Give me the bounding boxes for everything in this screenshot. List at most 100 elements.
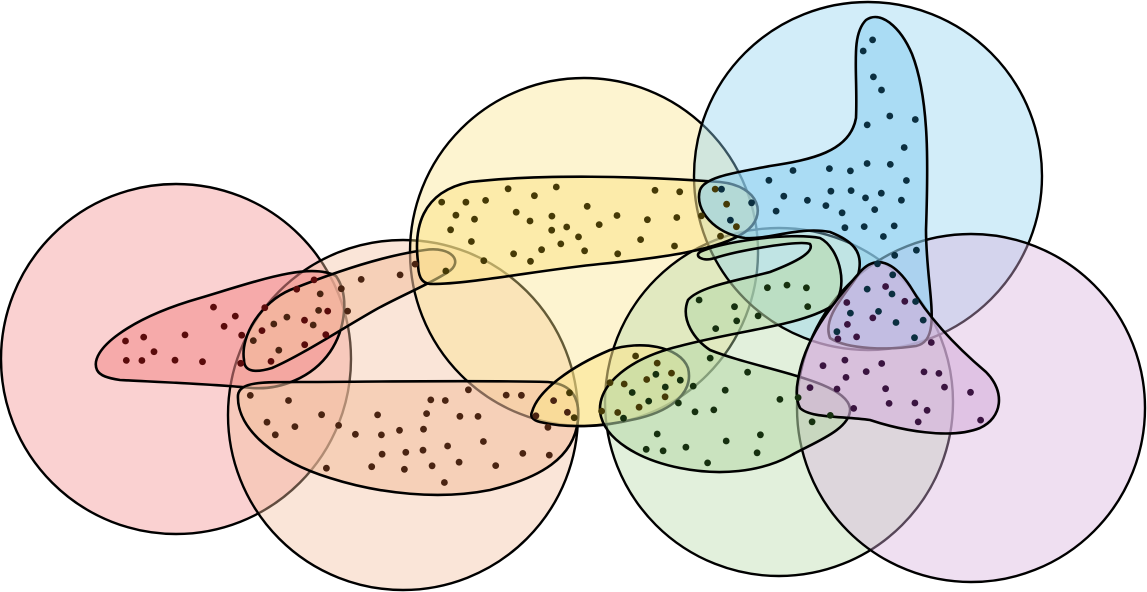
blue-cluster-point — [841, 224, 849, 232]
red-cluster-point — [210, 303, 217, 311]
peach-cluster-lower-point — [502, 391, 510, 399]
purple-cluster-point — [843, 299, 851, 306]
peach-cluster-upper-point — [275, 346, 283, 354]
blue-cluster-point — [772, 207, 780, 215]
yellow-cluster-upper-point — [538, 246, 545, 254]
yellow-cluster-upper-point — [563, 223, 571, 231]
blue-cluster-point — [748, 199, 755, 207]
green-cluster-point — [682, 443, 690, 451]
peach-cluster-upper-point — [316, 290, 324, 298]
green-cluster-point — [691, 408, 699, 416]
green-cluster-point — [754, 312, 762, 320]
green-cluster-point — [695, 296, 703, 304]
green-cluster-point — [706, 354, 714, 362]
blue-cluster-point — [838, 209, 846, 217]
purple-cluster-point — [869, 314, 877, 322]
purple-cluster-point — [967, 388, 974, 396]
peach-cluster-upper-point — [337, 285, 345, 293]
green-cluster-point — [721, 386, 729, 394]
yellow-cluster-lower-point — [606, 379, 614, 387]
yellow-cluster-upper-point — [671, 242, 678, 250]
peach-cluster-lower-point — [441, 397, 449, 404]
green-cluster-point — [645, 397, 653, 405]
red-cluster-point — [199, 358, 206, 366]
peach-cluster-lower-point — [401, 465, 408, 473]
red-cluster-point — [258, 327, 266, 334]
yellow-cluster-lower-point — [632, 352, 639, 360]
yellow-cluster-upper-point — [717, 232, 724, 240]
red-cluster-point — [231, 312, 239, 320]
red-cluster-point — [171, 356, 179, 364]
yellow-cluster-lower-point — [668, 369, 675, 377]
blue-cluster-point — [789, 167, 797, 174]
peach-cluster-lower-point — [564, 408, 571, 416]
green-cluster-point — [659, 447, 667, 455]
blue-cluster-point — [822, 202, 830, 210]
purple-cluster-point — [819, 362, 827, 370]
data-points-layer — [122, 36, 984, 486]
yellow-cluster-upper-point — [673, 214, 681, 221]
red-cluster-point — [122, 357, 130, 364]
yellow-cluster-upper-point — [482, 197, 489, 204]
purple-cluster-point — [901, 297, 909, 305]
peach-cluster-upper-point — [309, 321, 317, 329]
blue-cluster-point — [863, 285, 871, 293]
blue-cluster-point — [890, 222, 898, 230]
yellow-cluster-upper-point — [733, 223, 740, 231]
green-cluster-point — [826, 412, 834, 419]
blue-cluster-point — [870, 73, 877, 81]
blue-cluster-point — [869, 36, 876, 44]
blue-cluster-point — [911, 334, 918, 342]
peach-cluster-lower-point — [550, 397, 557, 404]
blue-cluster-point — [913, 246, 920, 254]
peach-cluster-lower-point — [291, 423, 299, 430]
blue-cluster-point — [804, 196, 811, 204]
blue-cluster-point — [718, 185, 725, 193]
green-cluster-point — [642, 445, 650, 453]
yellow-cluster-lower-point — [620, 380, 628, 388]
yellow-cluster-upper-point — [504, 185, 512, 193]
yellow-cluster-upper-point — [613, 212, 621, 219]
yellow-cluster-upper-point — [471, 215, 478, 223]
peach-cluster-upper-point — [283, 313, 291, 321]
blue-cluster-point — [880, 233, 887, 240]
yellow-cluster-upper-point — [651, 186, 659, 194]
green-cluster-point — [676, 376, 684, 384]
green-cluster-point — [710, 406, 718, 414]
yellow-cluster-upper-point — [644, 216, 651, 224]
green-cluster-point — [744, 368, 751, 376]
blue-cluster-point — [863, 160, 871, 167]
purple-cluster-point — [882, 385, 889, 393]
green-cluster-point — [628, 389, 636, 396]
peach-cluster-lower-point — [285, 397, 292, 404]
red-cluster-point — [267, 358, 275, 365]
peach-cluster-lower-point — [352, 430, 359, 438]
peach-cluster-lower-point — [441, 479, 448, 486]
green-cluster-point — [652, 370, 660, 378]
red-cluster-point — [238, 331, 246, 339]
green-cluster-point — [764, 284, 771, 292]
purple-cluster-point — [853, 333, 860, 341]
purple-cluster-point — [850, 405, 858, 412]
yellow-cluster-upper-point — [480, 257, 488, 265]
blue-cluster-point — [765, 176, 773, 184]
green-cluster-point — [661, 383, 669, 391]
purple-cluster-point — [834, 335, 842, 343]
yellow-cluster-lower-point — [653, 359, 661, 367]
red-cluster-point — [237, 359, 245, 367]
blue-cluster-point — [863, 121, 871, 129]
red-cluster-point — [181, 331, 189, 339]
blue-cluster-point — [877, 189, 885, 197]
blue-cluster-point — [862, 194, 869, 202]
purple-cluster-point — [878, 360, 886, 367]
red-cluster-point — [140, 333, 148, 341]
yellow-cluster-lower-point — [661, 393, 669, 401]
blue-cluster-point — [874, 260, 881, 268]
yellow-cluster-lower-point — [566, 389, 573, 397]
blue-cluster-point — [860, 223, 868, 231]
purple-cluster-point — [935, 370, 943, 377]
green-cluster-point — [804, 303, 812, 310]
blue-cluster-point — [886, 161, 894, 168]
green-cluster-point — [776, 396, 784, 403]
blue-cluster-point — [892, 319, 900, 326]
